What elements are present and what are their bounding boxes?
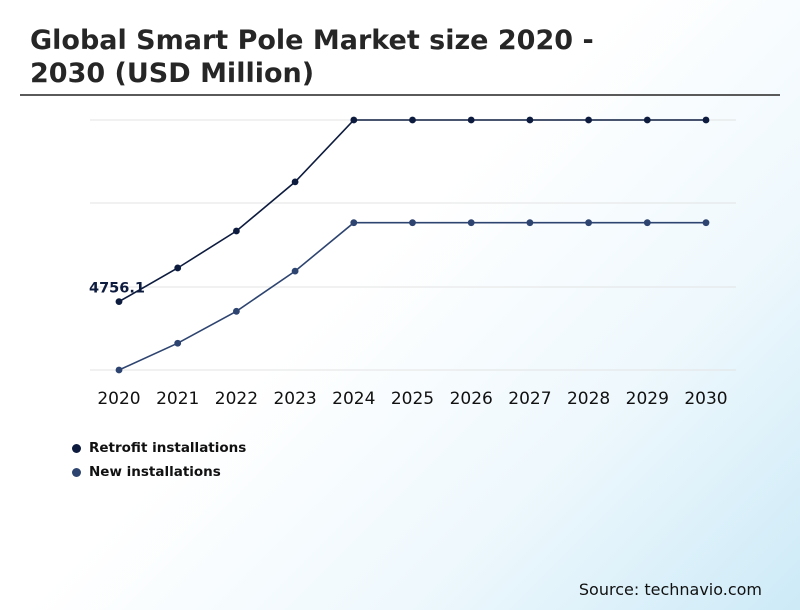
x-tick-label: 2025	[391, 389, 434, 409]
x-tick-label: 2027	[508, 389, 551, 409]
data-point	[409, 219, 416, 227]
data-point	[702, 219, 710, 227]
series-line-2	[118, 221, 706, 371]
data-point	[643, 116, 651, 124]
legend-item-new: New installations	[72, 460, 246, 484]
title-divider	[20, 94, 780, 96]
data-point	[174, 264, 182, 272]
x-tick-label: 2022	[215, 389, 258, 409]
x-tick-label: 2026	[450, 389, 493, 409]
source-credit: Source: technavio.com	[578, 580, 762, 599]
data-point	[409, 116, 416, 124]
labels: 2020 2021 2022 2023 2024 2025 2026 2027 2028 2029…	[89, 281, 728, 409]
data-point	[115, 366, 123, 374]
data-point	[233, 307, 240, 315]
series-lines	[115, 116, 710, 374]
x-tick-label: 2021	[156, 389, 199, 409]
x-tick-label: 2030	[684, 389, 727, 409]
legend-marker-retrofit	[72, 443, 81, 453]
data-point	[585, 116, 592, 124]
data-point	[233, 227, 240, 235]
gridlines	[90, 119, 736, 371]
data-point	[350, 116, 358, 124]
data-point	[291, 178, 299, 186]
data-point	[467, 116, 475, 124]
data-point	[291, 267, 299, 275]
legend-marker-new	[72, 467, 81, 477]
data-point	[115, 298, 123, 306]
x-tick-label: 2023	[273, 389, 316, 409]
data-point	[643, 219, 651, 227]
series-line-1	[118, 119, 706, 303]
legend-label-retrofit: Retrofit installations	[89, 440, 247, 456]
data-point	[174, 339, 182, 347]
x-tick-label: 2024	[332, 389, 375, 409]
legend-label-new: New installations	[89, 464, 221, 480]
data-point	[702, 116, 710, 124]
x-tick-label: 2020	[97, 389, 140, 409]
data-point	[585, 219, 592, 227]
x-tick-label: 2028	[567, 389, 610, 409]
x-tick-label: 2029	[626, 389, 669, 409]
data-point	[526, 116, 534, 124]
legend-item-retrofit: Retrofit installations	[72, 436, 246, 460]
data-point	[350, 219, 358, 227]
data-point	[467, 219, 475, 227]
legend: Retrofit installations New installations	[72, 436, 246, 484]
data-label: 4756.1	[89, 281, 145, 297]
data-point	[526, 219, 534, 227]
chart-title: Global Smart Pole Market size 2020 - 203…	[30, 25, 594, 89]
